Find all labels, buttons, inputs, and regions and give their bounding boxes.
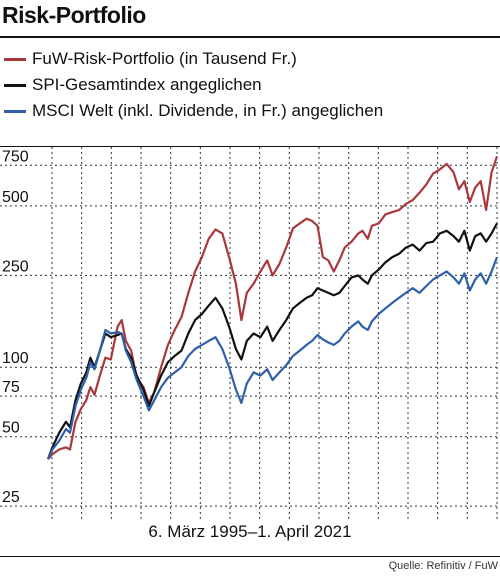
- chart-title: Risk-Portfolio: [2, 2, 146, 28]
- legend-item-msci: MSCI Welt (inkl. Dividende, in Fr.) ange…: [4, 98, 383, 124]
- source-note: Quelle: Refinitiv / FuW: [388, 560, 498, 572]
- legend-item-spi: SPI-Gesamtindex angeglichen: [4, 72, 383, 98]
- legend-label-spi: SPI-Gesamtindex angeglichen: [32, 75, 262, 94]
- legend-item-portfolio: FuW-Risk-Portfolio (in Tausend Fr.): [4, 46, 383, 72]
- y-tick-label: 25: [2, 489, 20, 506]
- series-line-1: [46, 222, 498, 460]
- legend-rule: [0, 146, 500, 147]
- y-tick-label: 750: [2, 148, 29, 165]
- legend-label-msci: MSCI Welt (inkl. Dividende, in Fr.) ange…: [32, 101, 384, 120]
- legend-label-portfolio: FuW-Risk-Portfolio (in Tausend Fr.): [32, 49, 297, 68]
- series-line-2: [47, 256, 499, 460]
- y-tick-label: 75: [2, 379, 20, 396]
- y-tick-label: 100: [2, 350, 29, 367]
- title-rule: [0, 36, 500, 38]
- bottom-rule: [0, 556, 500, 557]
- date-range-caption: 6. März 1995–1. April 2021: [148, 522, 352, 541]
- series-line-0: [47, 155, 499, 460]
- y-tick-label: 250: [2, 258, 29, 275]
- legend-swatch-msci: [4, 109, 26, 113]
- legend: FuW-Risk-Portfolio (in Tausend Fr.) SPI-…: [4, 46, 383, 124]
- legend-swatch-portfolio: [4, 57, 26, 61]
- legend-swatch-spi: [4, 83, 26, 87]
- y-tick-label: 50: [2, 420, 20, 437]
- chart-plot-area: 750 500 250 100 75 50 25: [0, 147, 499, 519]
- y-tick-label: 500: [2, 189, 29, 206]
